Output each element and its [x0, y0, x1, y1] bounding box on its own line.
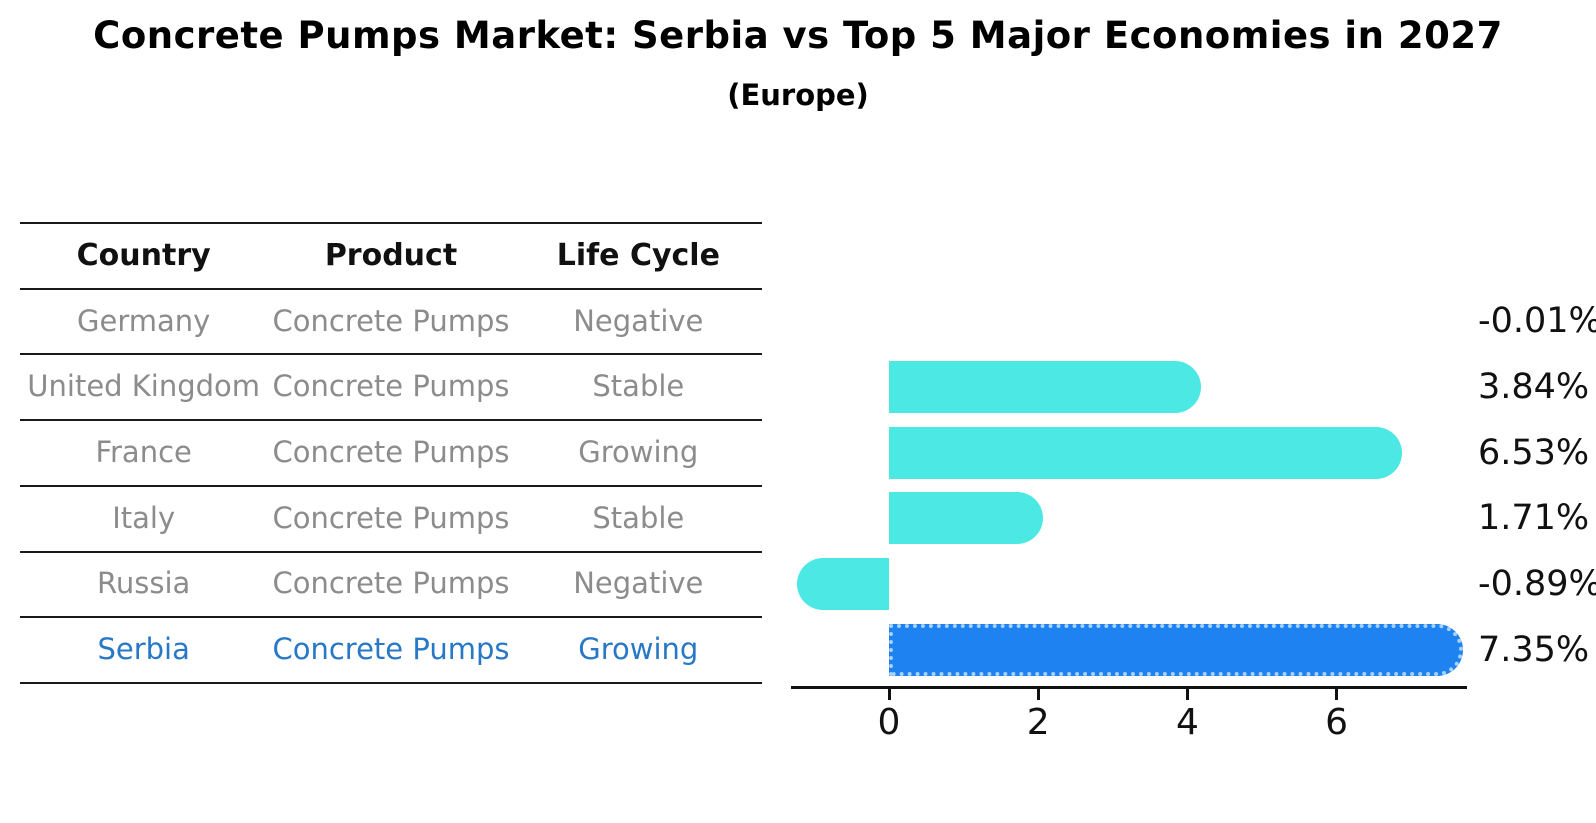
- table-cell-product: Concrete Pumps: [272, 369, 510, 404]
- value-label-united-kingdom: 3.84%: [1478, 367, 1590, 407]
- table-row-serbia: Serbia Concrete Pumps Growing: [20, 616, 762, 682]
- table-rule: [20, 550, 762, 553]
- x-tick-mark: [1185, 689, 1189, 700]
- table-cell-country: Germany: [77, 303, 211, 338]
- x-axis-line: [791, 686, 1467, 689]
- x-tick-label: 4: [1175, 702, 1199, 743]
- table-cell-product: Concrete Pumps: [272, 434, 510, 469]
- table-rule: [20, 616, 762, 619]
- bar-france: [889, 426, 1403, 479]
- table-header-country: Country: [76, 237, 211, 273]
- table-cell-lifecycle: Negative: [573, 303, 704, 338]
- table-row-germany: Germany Concrete Pumps Negative: [20, 288, 762, 354]
- table-cell-country: United Kingdom: [27, 369, 261, 404]
- table-header-row: Country Product Life Cycle: [20, 222, 762, 288]
- table-rule: [20, 419, 762, 422]
- table-rule: [20, 353, 762, 356]
- table-cell-lifecycle: Negative: [573, 566, 704, 601]
- bar-united-kingdom: [889, 361, 1202, 413]
- table-header-product: Product: [324, 237, 458, 273]
- table-cell-country: Serbia: [97, 632, 190, 667]
- bar-serbia: [889, 623, 1464, 676]
- table-cell-lifecycle: Growing: [578, 434, 699, 469]
- table-cell-lifecycle: Growing: [578, 632, 699, 667]
- table-row-france: France Concrete Pumps Growing: [20, 419, 762, 485]
- value-label-russia: -0.89%: [1478, 564, 1596, 605]
- chart-subtitle: (Europe): [727, 78, 869, 112]
- bar-russia: [796, 558, 889, 611]
- table-row-italy: Italy Concrete Pumps Stable: [20, 485, 762, 551]
- x-tick-label: 2: [1026, 702, 1050, 743]
- bar-italy: [889, 492, 1043, 545]
- table-cell-lifecycle: Stable: [592, 369, 685, 404]
- chart-title: Concrete Pumps Market: Serbia vs Top 5 M…: [93, 14, 1503, 57]
- x-tick-label: 6: [1325, 702, 1349, 743]
- table-rule: [20, 681, 762, 684]
- table-rule: [20, 484, 762, 487]
- x-tick-mark: [1036, 689, 1040, 700]
- value-label-germany: -0.01%: [1478, 301, 1596, 342]
- table-row-russia: Russia Concrete Pumps Negative: [20, 551, 762, 617]
- table-cell-product: Concrete Pumps: [272, 566, 510, 601]
- table-cell-country: France: [95, 434, 192, 469]
- table-cell-country: Italy: [112, 500, 176, 535]
- table-cell-product: Concrete Pumps: [272, 632, 510, 667]
- value-label-france: 6.53%: [1478, 432, 1590, 473]
- table-cell-lifecycle: Stable: [592, 500, 685, 535]
- table-rule: [20, 222, 762, 224]
- table-cell-product: Concrete Pumps: [272, 303, 510, 338]
- x-tick-mark: [887, 689, 891, 700]
- x-tick-label: 0: [877, 702, 901, 743]
- value-label-italy: 1.71%: [1478, 498, 1590, 539]
- table-header-lifecycle: Life Cycle: [556, 237, 720, 273]
- table-cell-product: Concrete Pumps: [272, 500, 510, 535]
- table-rule: [20, 287, 762, 290]
- value-label-serbia: 7.35%: [1478, 629, 1590, 670]
- x-tick-mark: [1335, 689, 1339, 700]
- table-cell-country: Russia: [97, 566, 191, 601]
- table-row-united-kingdom: United Kingdom Concrete Pumps Stable: [20, 353, 762, 419]
